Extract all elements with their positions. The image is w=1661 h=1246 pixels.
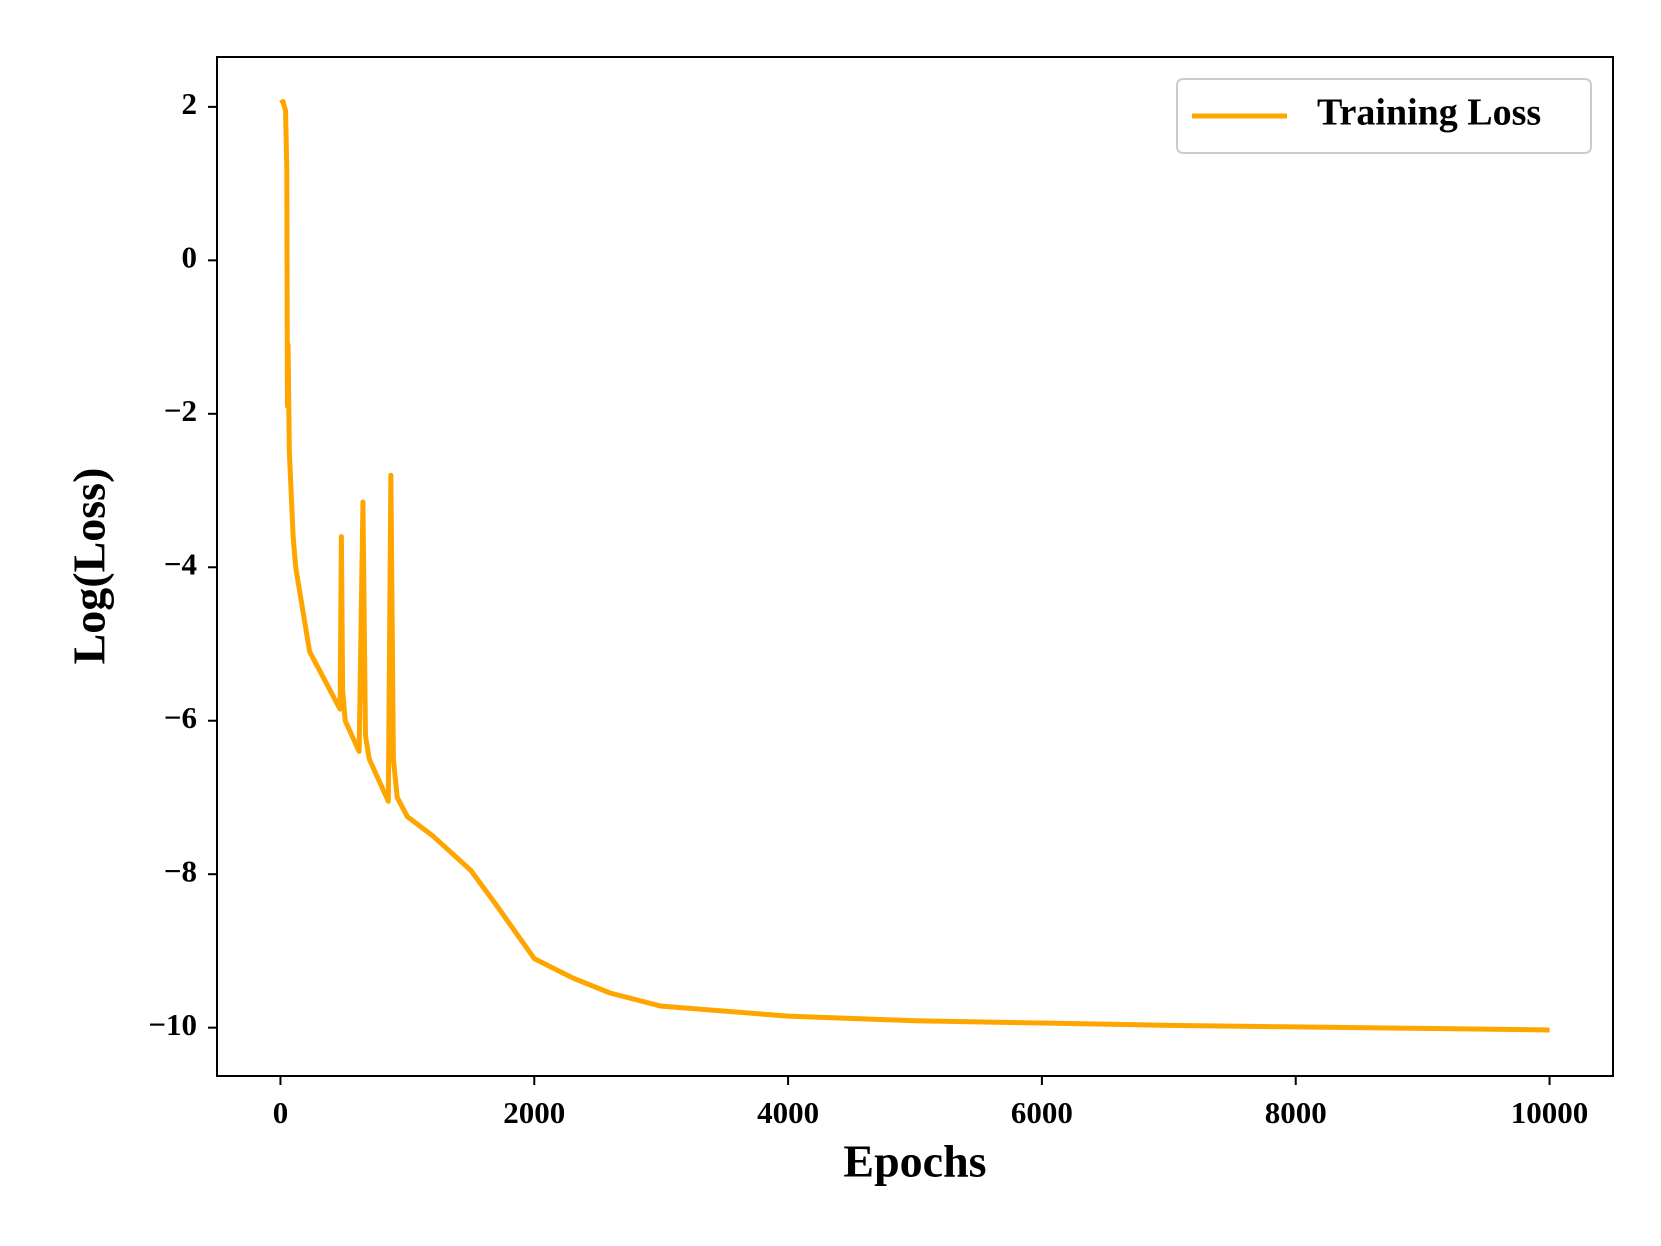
legend-box xyxy=(1176,78,1592,154)
x-tick-label: 2000 xyxy=(503,1095,565,1130)
y-tick-label: 2 xyxy=(182,86,198,121)
plot-frame xyxy=(216,56,1614,1077)
y-tick-label: −6 xyxy=(164,700,197,735)
x-tick-label: 0 xyxy=(273,1095,289,1130)
x-tick-label: 10000 xyxy=(1511,1095,1589,1130)
y-tick-label: 0 xyxy=(182,239,198,274)
x-axis-label: Epochs xyxy=(843,1136,986,1187)
y-tick-label: −4 xyxy=(164,546,197,581)
x-tick-label: 6000 xyxy=(1011,1095,1073,1130)
y-axis-label: Log(Loss) xyxy=(64,468,115,665)
y-tick-label: −2 xyxy=(164,393,197,428)
y-tick-label: −8 xyxy=(164,853,197,888)
loss-line xyxy=(279,99,1550,1033)
legend-label: Training Loss xyxy=(1317,92,1541,134)
y-tick-label: −10 xyxy=(148,1007,197,1042)
x-tick-label: 4000 xyxy=(757,1095,819,1130)
x-tick-label: 8000 xyxy=(1265,1095,1327,1130)
